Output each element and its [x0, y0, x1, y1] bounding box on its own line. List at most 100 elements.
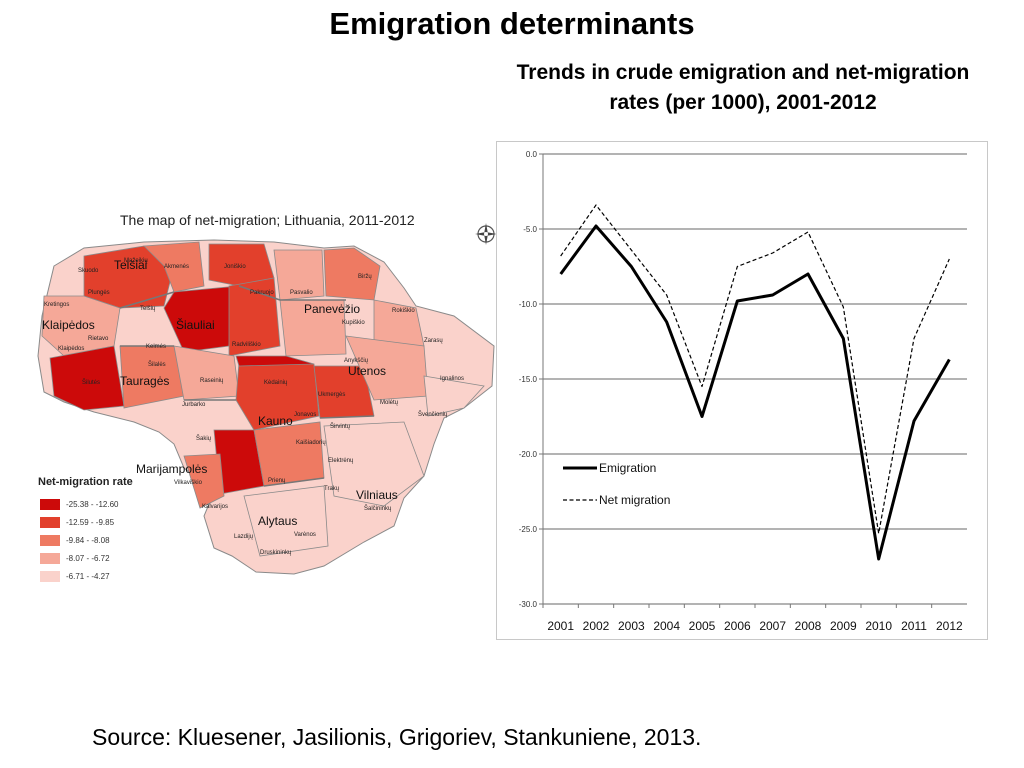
legend-row: -9.84 - -8.08: [40, 534, 110, 546]
legend-label: -9.84 - -8.08: [66, 535, 110, 545]
district-label: Plungės: [88, 290, 110, 296]
y-tick-label: -15.0: [519, 375, 538, 384]
y-tick-label: 0.0: [526, 150, 538, 159]
region-label: Tauragės: [120, 374, 170, 388]
legend-swatch: [40, 552, 60, 564]
district-label: Rokiškio: [392, 308, 415, 314]
legend-row: -6.71 - -4.27: [40, 570, 110, 582]
y-tick-label: -20.0: [519, 450, 538, 459]
legend-swatch: [40, 534, 60, 546]
legend-label: -8.07 - -6.72: [66, 553, 110, 563]
legend-label: -6.71 - -4.27: [66, 571, 110, 581]
district-label: Joniškio: [224, 264, 246, 270]
y-tick-label: -30.0: [519, 600, 538, 609]
region-label: Alytaus: [258, 514, 298, 528]
district-label: Pakruojo: [250, 290, 274, 296]
lithuania-map-graphic: [37, 223, 497, 575]
net-migration-map: The map of net-migration; Lithuania, 201…: [24, 196, 497, 606]
map-title: The map of net-migration; Lithuania, 201…: [120, 212, 415, 228]
legend-title: Net-migration rate: [38, 476, 133, 488]
district-label: Zarasų: [424, 338, 443, 344]
slide-title: Emigration determinants: [329, 6, 695, 41]
x-tick-label: 2012: [936, 619, 963, 633]
x-tick-label: 2010: [865, 619, 892, 633]
x-tick-label: 2003: [618, 619, 645, 633]
district-label: Kėdainių: [264, 380, 288, 386]
source-citation: Source: Kluesener, Jasilionis, Grigoriev…: [92, 724, 702, 750]
x-tick-label: 2007: [759, 619, 786, 633]
y-tick-label: -5.0: [523, 225, 537, 234]
legend-swatch: [40, 498, 60, 510]
district-label: Ukmergės: [318, 392, 346, 398]
migration-line-chart: 0.0 -5.0 -10.0 -15.0 -20.0 -25.0 -30.0 2001 2002…: [496, 141, 988, 640]
series-line-net-migration: [560, 204, 950, 535]
series-line-emigration: [559, 224, 951, 561]
district-label: Rietavo: [88, 336, 109, 342]
county-border: [119, 285, 375, 487]
district-label: Kalvarijos: [202, 504, 229, 510]
legend-label: Emigration: [599, 461, 656, 475]
y-tick-label: -25.0: [519, 525, 538, 534]
x-tick-label: 2011: [901, 619, 927, 633]
legend-label: -25.38 - -12.60: [66, 499, 119, 509]
district-label: Anykščių: [344, 358, 369, 364]
region-label: Kauno: [258, 414, 293, 428]
district-label: Telšių: [140, 306, 156, 312]
region-label: Utenos: [348, 364, 387, 378]
district-label: Šakių: [196, 436, 212, 442]
district-label: Prienų: [268, 478, 286, 484]
legend-row: -8.07 - -6.72: [40, 552, 110, 564]
district-label: Radviliškio: [232, 342, 261, 348]
region-siauliai: [163, 285, 240, 353]
district-label: Skuodo: [78, 268, 99, 274]
district-label: Molėtų: [380, 400, 399, 406]
district-label: Elektrėnų: [328, 458, 354, 464]
legend-label: -12.59 - -9.85: [66, 517, 115, 527]
legend-swatch: [40, 570, 60, 582]
region-birzai: [323, 247, 381, 301]
legend-label: Net migration: [599, 493, 670, 507]
district-label: Širvintų: [330, 424, 351, 430]
region-radviliskis: [228, 277, 281, 357]
district-label: Biržų: [358, 274, 372, 280]
district-label: Kaišiadorių: [296, 440, 326, 446]
x-tick-label: 2004: [653, 619, 680, 633]
region-silute: [49, 345, 125, 411]
district-label: Kelmės: [146, 344, 167, 350]
region-label: Marijampolės: [136, 462, 208, 476]
x-tick-label: 2002: [583, 619, 610, 633]
district-label: Kupiškio: [342, 320, 365, 326]
region-kedainiai: [235, 355, 315, 367]
district-label: Lazdijų: [234, 534, 254, 540]
x-tick-label: 2001: [547, 619, 574, 633]
district-label: Akmenės: [164, 264, 190, 270]
district-label: Trakų: [324, 486, 340, 492]
x-tick-label: 2009: [830, 619, 857, 633]
x-tick-label: 2008: [795, 619, 822, 633]
district-label: Pasvalio: [290, 290, 313, 296]
legend-row: -25.38 - -12.60: [40, 498, 118, 510]
district-label: Varėnos: [294, 532, 316, 538]
legend-swatch: [40, 516, 60, 528]
region-vilnius: [323, 421, 425, 507]
x-tick-label: 2006: [724, 619, 751, 633]
district-label: Klaipėdos: [58, 346, 85, 352]
region-label: Vilniaus: [356, 488, 398, 502]
district-label: Šilalės: [148, 362, 166, 368]
district-label: Raseinių: [200, 378, 224, 384]
region-label: Šiauliai: [176, 318, 215, 332]
legend-row: -12.59 - -9.85: [40, 516, 114, 528]
y-tick-label: -10.0: [519, 300, 538, 309]
district-label: Jonavos: [294, 412, 317, 418]
district-label: Kretingos: [44, 302, 70, 308]
district-label: Druskininkų: [260, 550, 292, 556]
district-label: Šilutės: [82, 380, 101, 386]
district-label: Mažeikių: [124, 258, 148, 264]
region-akmene: [143, 241, 205, 293]
line-chart-svg: 0.0 -5.0 -10.0 -15.0 -20.0 -25.0 -30.0 2001 2002…: [519, 150, 967, 633]
x-tick-label: 2005: [689, 619, 716, 633]
district-label: Švenčionių: [418, 412, 448, 418]
region-alytus: [243, 485, 329, 557]
district-label: Šalčininkų: [364, 506, 392, 512]
chart-heading: Trends in crude emigration and net-migra…: [516, 61, 970, 114]
